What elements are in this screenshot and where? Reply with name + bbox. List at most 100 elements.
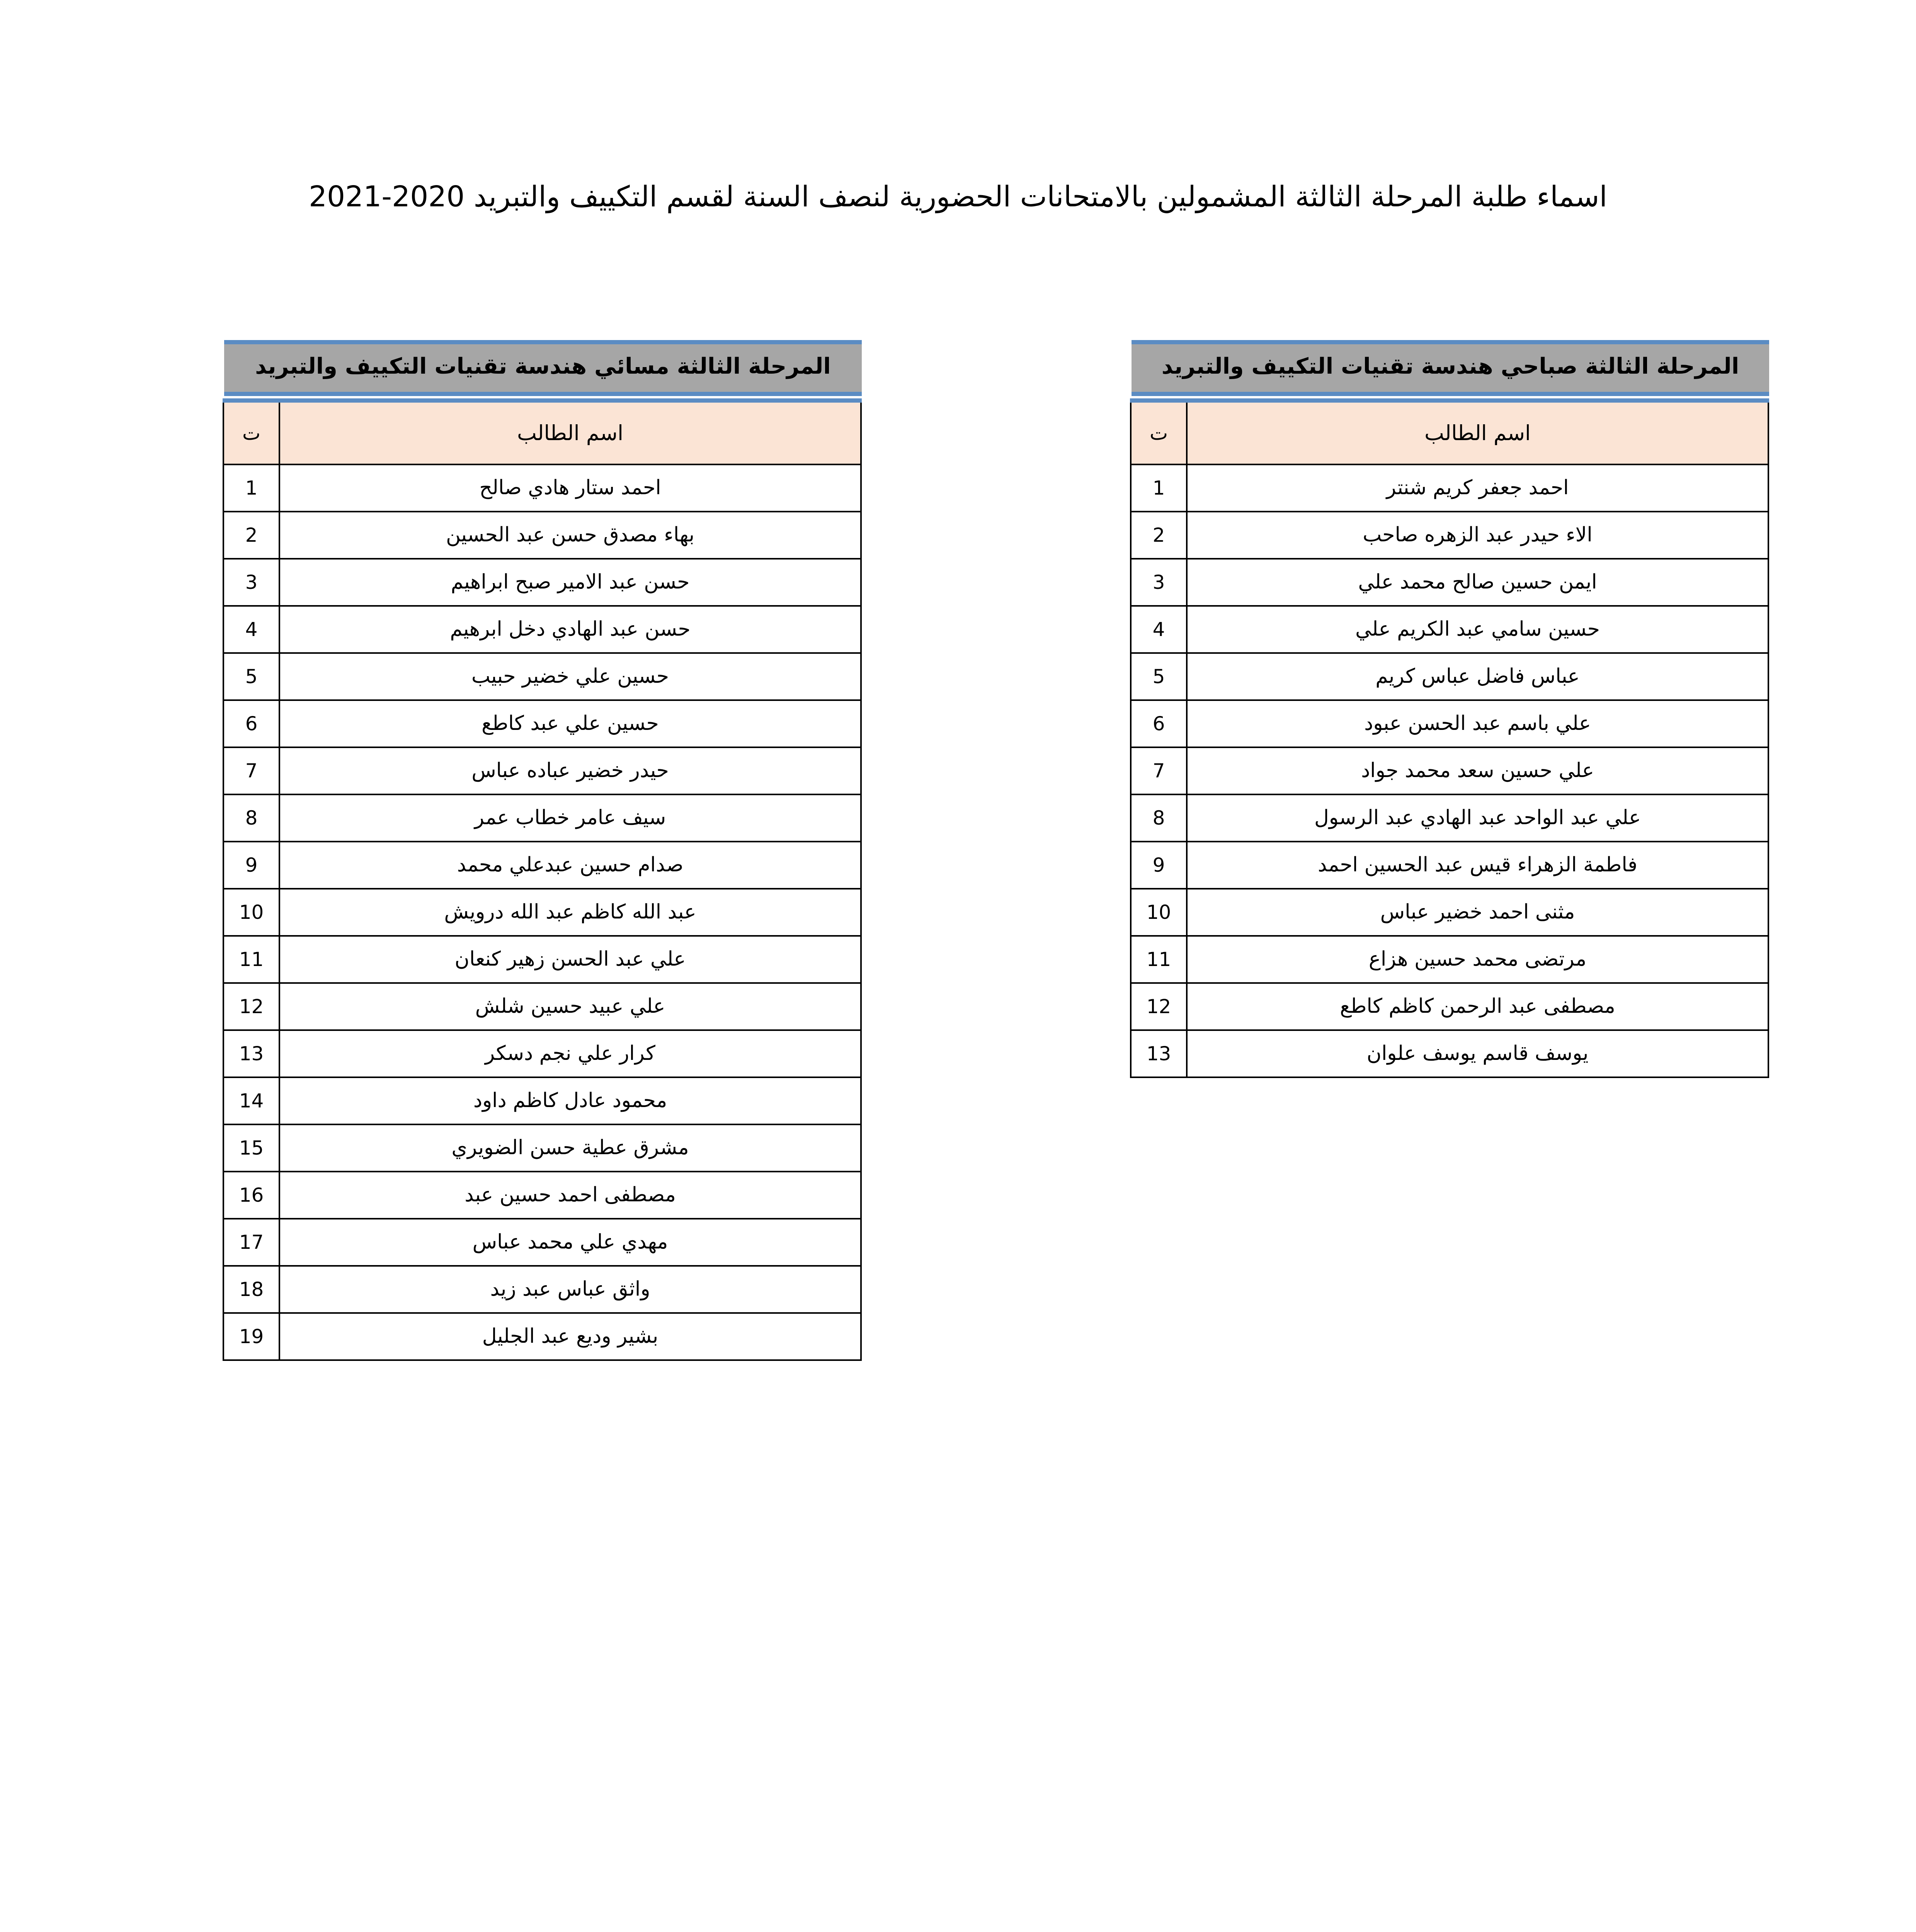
caption-divider xyxy=(1132,396,1769,399)
student-name: كرار علي نجم دسكر xyxy=(279,1029,862,1078)
student-name: مهدي علي محمد عباس xyxy=(279,1218,862,1267)
table-row: يوسف قاسم يوسف علوان 13 xyxy=(1130,1029,1769,1078)
table-row: حسين علي خضير حبيب 5 xyxy=(223,652,862,701)
row-number: 8 xyxy=(1130,794,1188,843)
student-name: حيدر خضير عباده عباس xyxy=(279,747,862,796)
table-row: بهاء مصدق حسن عبد الحسين 2 xyxy=(223,511,862,560)
caption-divider xyxy=(224,396,862,399)
row-number: 3 xyxy=(1130,558,1188,607)
table-row: علي عبد الحسن زهير كنعان 11 xyxy=(223,935,862,984)
table-row: مصطفى احمد حسين عبد 16 xyxy=(223,1171,862,1220)
table-row: عباس فاضل عباس كريم 5 xyxy=(1130,652,1769,701)
evening-table-caption: المرحلة الثالثة مسائي هندسة تقنيات التكي… xyxy=(224,340,862,396)
student-name: واثق عباس عبد زيد xyxy=(279,1265,862,1314)
row-number: 16 xyxy=(223,1171,280,1220)
page-title: اسماء طلبة المرحلة الثالثة المشمولين بال… xyxy=(308,180,1608,213)
table-row: واثق عباس عبد زيد 18 xyxy=(223,1265,862,1314)
student-name: علي عبد الواحد عبد الهادي عبد الرسول xyxy=(1186,794,1769,843)
student-name: احمد جعفر كريم شنتر xyxy=(1186,464,1769,513)
row-number: 10 xyxy=(223,888,280,937)
row-number: 9 xyxy=(223,841,280,890)
table-row: احمد ستار هادي صالح 1 xyxy=(223,464,862,513)
student-name: صدام حسين عبدعلي محمد xyxy=(279,841,862,890)
table-header-row: اسم الطالب ت xyxy=(223,398,862,466)
table-row: سيف عامر خطاب عمر 8 xyxy=(223,794,862,843)
row-number: 1 xyxy=(223,464,280,513)
table-row: ايمن حسين صالح محمد علي 3 xyxy=(1130,558,1769,607)
row-number: 9 xyxy=(1130,841,1188,890)
column-header-name: اسم الطالب xyxy=(279,398,862,466)
row-number: 8 xyxy=(223,794,280,843)
student-name: علي حسين سعد محمد جواد xyxy=(1186,747,1769,796)
student-name: علي عبد الحسن زهير كنعان xyxy=(279,935,862,984)
row-number: 7 xyxy=(1130,747,1188,796)
row-number: 2 xyxy=(1130,511,1188,560)
table-row: حسين علي عبد كاطع 6 xyxy=(223,699,862,748)
row-number: 13 xyxy=(1130,1029,1188,1078)
table-row: حسين سامي عبد الكريم علي 4 xyxy=(1130,605,1769,654)
student-name: الاء حيدر عبد الزهره صاحب xyxy=(1186,511,1769,560)
row-number: 13 xyxy=(223,1029,280,1078)
row-number: 1 xyxy=(1130,464,1188,513)
row-number: 5 xyxy=(1130,652,1188,701)
student-name: حسن عبد الامير صبح ابراهيم xyxy=(279,558,862,607)
table-row: كرار علي نجم دسكر 13 xyxy=(223,1029,862,1078)
table-row: عبد الله كاظم عبد الله درويش 10 xyxy=(223,888,862,937)
table-row: مصطفى عبد الرحمن كاظم كاطع 12 xyxy=(1130,982,1769,1031)
student-name: علي عبيد حسين شلش xyxy=(279,982,862,1031)
row-number: 12 xyxy=(1130,982,1188,1031)
morning-table-caption: المرحلة الثالثة صباحي هندسة تقنيات التكي… xyxy=(1132,340,1769,396)
row-number: 17 xyxy=(223,1218,280,1267)
table-row: احمد جعفر كريم شنتر 1 xyxy=(1130,464,1769,513)
student-name: مصطفى احمد حسين عبد xyxy=(279,1171,862,1220)
row-number: 12 xyxy=(223,982,280,1031)
morning-roster-table: اسم الطالب ت احمد جعفر كريم شنتر 1 الاء … xyxy=(1130,398,1769,1078)
table-row: الاء حيدر عبد الزهره صاحب 2 xyxy=(1130,511,1769,560)
evening-roster-body: احمد ستار هادي صالح 1 بهاء مصدق حسن عبد … xyxy=(223,464,862,1361)
row-number: 5 xyxy=(223,652,280,701)
table-row: مثنى احمد خضير عباس 10 xyxy=(1130,888,1769,937)
row-number: 3 xyxy=(223,558,280,607)
morning-table-block: المرحلة الثالثة صباحي هندسة تقنيات التكي… xyxy=(1130,340,1769,1078)
student-name: محمود عادل كاظم داود xyxy=(279,1077,862,1126)
evening-roster-table: اسم الطالب ت احمد ستار هادي صالح 1 بهاء … xyxy=(223,398,862,1361)
student-name: مشرق عطية حسن الضويري xyxy=(279,1124,862,1173)
student-name: احمد ستار هادي صالح xyxy=(279,464,862,513)
student-name: بهاء مصدق حسن عبد الحسين xyxy=(279,511,862,560)
table-row: محمود عادل كاظم داود 14 xyxy=(223,1077,862,1126)
table-row: علي عبيد حسين شلش 12 xyxy=(223,982,862,1031)
table-header-row: اسم الطالب ت xyxy=(1130,398,1769,466)
table-row: صدام حسين عبدعلي محمد 9 xyxy=(223,841,862,890)
student-name: بشير وديع عبد الجليل xyxy=(279,1312,862,1361)
student-name: مصطفى عبد الرحمن كاظم كاطع xyxy=(1186,982,1769,1031)
row-number: 14 xyxy=(223,1077,280,1126)
row-number: 11 xyxy=(223,935,280,984)
student-name: حسين سامي عبد الكريم علي xyxy=(1186,605,1769,654)
row-number: 19 xyxy=(223,1312,280,1361)
student-name: مرتضى محمد حسين هزاع xyxy=(1186,935,1769,984)
column-header-number: ت xyxy=(1130,398,1188,466)
column-header-name: اسم الطالب xyxy=(1186,398,1769,466)
column-header-number: ت xyxy=(223,398,280,466)
table-row: حيدر خضير عباده عباس 7 xyxy=(223,747,862,796)
row-number: 18 xyxy=(223,1265,280,1314)
evening-table-block: المرحلة الثالثة مسائي هندسة تقنيات التكي… xyxy=(223,340,862,1361)
student-name: سيف عامر خطاب عمر xyxy=(279,794,862,843)
morning-roster-body: احمد جعفر كريم شنتر 1 الاء حيدر عبد الزه… xyxy=(1130,464,1769,1078)
student-name: حسين علي عبد كاطع xyxy=(279,699,862,748)
row-number: 4 xyxy=(1130,605,1188,654)
table-row: علي حسين سعد محمد جواد 7 xyxy=(1130,747,1769,796)
row-number: 2 xyxy=(223,511,280,560)
row-number: 4 xyxy=(223,605,280,654)
student-name: علي باسم عبد الحسن عبود xyxy=(1186,699,1769,748)
table-row: علي باسم عبد الحسن عبود 6 xyxy=(1130,699,1769,748)
table-row: حسن عبد الهادي دخل ابرهيم 4 xyxy=(223,605,862,654)
student-name: عباس فاضل عباس كريم xyxy=(1186,652,1769,701)
table-row: مرتضى محمد حسين هزاع 11 xyxy=(1130,935,1769,984)
student-name: فاطمة الزهراء قيس عبد الحسين احمد xyxy=(1186,841,1769,890)
student-name: حسن عبد الهادي دخل ابرهيم xyxy=(279,605,862,654)
row-number: 10 xyxy=(1130,888,1188,937)
student-name: حسين علي خضير حبيب xyxy=(279,652,862,701)
row-number: 15 xyxy=(223,1124,280,1173)
row-number: 7 xyxy=(223,747,280,796)
